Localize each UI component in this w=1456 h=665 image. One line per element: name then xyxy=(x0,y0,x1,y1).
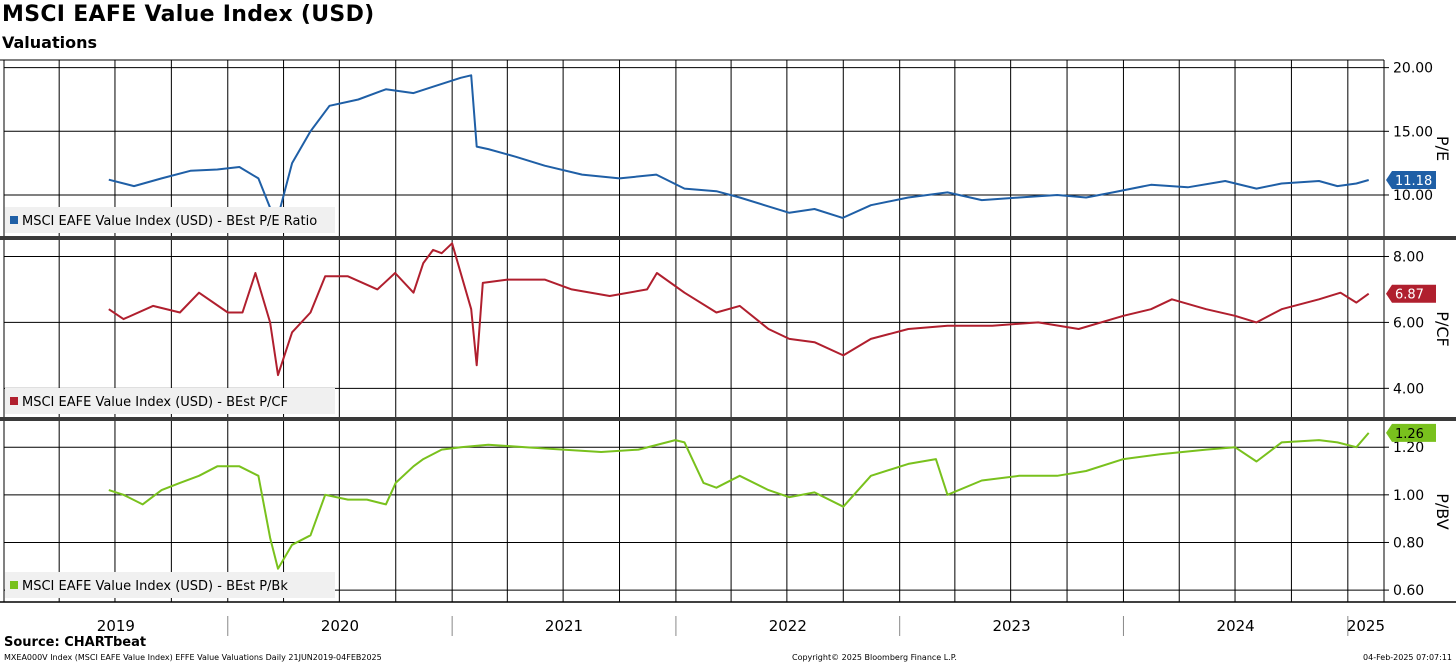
y-axis-label-pcf: P/CF xyxy=(1433,311,1452,346)
legend-box-pbv xyxy=(5,572,335,598)
copyright: Copyright© 2025 Bloomberg Finance L.P. xyxy=(792,653,957,662)
y-tick-label: 8.00 xyxy=(1393,249,1424,265)
last-value-tag-pcf xyxy=(1386,284,1436,303)
legend-label-pe: MSCI EAFE Value Index (USD) - BEst P/E R… xyxy=(22,214,317,229)
x-year-label: 2022 xyxy=(769,617,807,635)
timestamp: 04-Feb-2025 07:07:11 xyxy=(1363,653,1452,662)
last-value-tag-pe xyxy=(1386,170,1436,189)
x-year-label: 2023 xyxy=(992,617,1030,635)
y-tick-label: 15.00 xyxy=(1393,124,1433,140)
legend-swatch-pbv xyxy=(10,581,18,589)
x-year-label: 2025 xyxy=(1347,617,1385,635)
y-tick-label: 6.00 xyxy=(1393,315,1424,331)
legend-label-pcf: MSCI EAFE Value Index (USD) - BEst P/CF xyxy=(22,395,288,410)
x-year-label: 2020 xyxy=(321,617,359,635)
chart-title: MSCI EAFE Value Index (USD) xyxy=(2,2,375,27)
y-tick-label: 4.00 xyxy=(1393,381,1424,397)
panel-separator xyxy=(0,417,1456,421)
legend-swatch-pcf xyxy=(10,397,18,405)
y-tick-label: 1.00 xyxy=(1393,488,1424,504)
y-tick-label: 0.80 xyxy=(1393,535,1424,551)
x-year-label: 2021 xyxy=(545,617,583,635)
legend-swatch-pe xyxy=(10,216,18,224)
y-tick-label: 0.60 xyxy=(1393,583,1424,599)
last-value-label-pe: 11.18 xyxy=(1395,174,1432,189)
y-tick-label: 1.20 xyxy=(1393,440,1424,456)
legend-box-pcf xyxy=(5,388,335,414)
series-line-pcf xyxy=(108,242,1370,377)
ticker-line: MXEA000V Index (MSCI EAFE Value Index) E… xyxy=(4,653,382,662)
legend-label-pbv: MSCI EAFE Value Index (USD) - BEst P/Bk xyxy=(22,579,288,594)
y-axis-label-pbv: P/BV xyxy=(1433,493,1452,530)
last-value-label-pcf: 6.87 xyxy=(1395,288,1424,303)
series-line-pbv xyxy=(108,432,1370,570)
x-year-label: 2019 xyxy=(97,617,135,635)
x-year-label: 2024 xyxy=(1217,617,1255,635)
panel-separator xyxy=(0,236,1456,240)
y-tick-label: 20.00 xyxy=(1393,61,1433,77)
last-value-tag-pbv xyxy=(1386,423,1436,442)
legend-box-pe xyxy=(5,207,335,233)
y-tick-label: 10.00 xyxy=(1393,188,1433,204)
last-value-label-pbv: 1.26 xyxy=(1395,427,1424,442)
source-note: Source: CHARTbeat xyxy=(4,635,147,650)
y-axis-label-pe: P/E xyxy=(1433,136,1452,161)
chart-subtitle: Valuations xyxy=(2,33,98,52)
